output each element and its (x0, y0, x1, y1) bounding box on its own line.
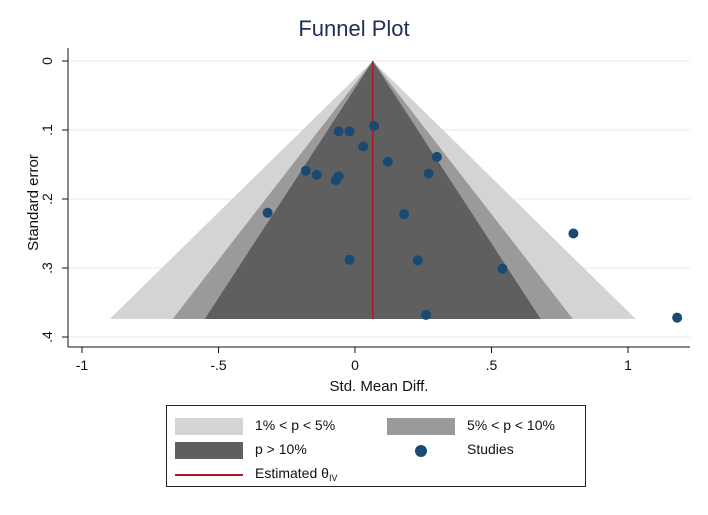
x-tick-label: .5 (486, 357, 498, 373)
study-point (423, 168, 434, 179)
legend-line-marker (175, 474, 243, 476)
y-axis-title: Standard error (25, 154, 42, 251)
study-point (672, 312, 683, 323)
chart-title: Funnel Plot (298, 16, 410, 41)
legend-label: Studies (467, 441, 514, 457)
legend-swatch-light (175, 418, 243, 435)
plot-area: -1 -.5 0 .5 1 0 .1 .2 .3 .4 (39, 48, 690, 373)
y-tick-label: .3 (39, 262, 55, 274)
study-point (369, 120, 380, 131)
x-tick-label: 1 (624, 357, 632, 373)
legend-label: 1% < p < 5% (255, 417, 336, 433)
study-point (311, 169, 322, 180)
study-point (333, 126, 344, 137)
legend-label: p > 10% (255, 441, 307, 457)
legend-dot-marker (415, 445, 427, 457)
study-point (358, 141, 369, 152)
y-tick-label: .2 (39, 193, 55, 205)
study-point (412, 255, 423, 266)
x-axis-title: Std. Mean Diff. (330, 378, 429, 395)
y-tick-label: .1 (39, 124, 55, 136)
study-point (344, 126, 355, 137)
study-point (330, 175, 341, 186)
y-tick-label: .4 (39, 331, 55, 343)
y-tick-label: 0 (39, 57, 55, 65)
legend-label: Estimated θIV (255, 465, 337, 483)
study-point (300, 165, 311, 176)
legend-label-subscript: IV (328, 473, 338, 483)
study-point (420, 309, 431, 320)
study-point (344, 254, 355, 265)
x-tick-label: 0 (351, 357, 359, 373)
study-point (568, 228, 579, 239)
study-point (262, 207, 273, 218)
legend-label: 5% < p < 10% (467, 417, 555, 433)
x-tick-label: -.5 (210, 357, 227, 373)
legend-swatch-dark (175, 442, 243, 459)
study-point (382, 156, 393, 167)
x-tick-label: -1 (76, 357, 89, 373)
study-point (399, 209, 410, 220)
study-point (431, 151, 442, 162)
study-point (497, 263, 508, 274)
legend-label-main: Estimated θ (255, 465, 329, 481)
legend: 1% < p < 5% 5% < p < 10% p > 10% Studies… (166, 405, 586, 487)
legend-swatch-medium (387, 418, 455, 435)
